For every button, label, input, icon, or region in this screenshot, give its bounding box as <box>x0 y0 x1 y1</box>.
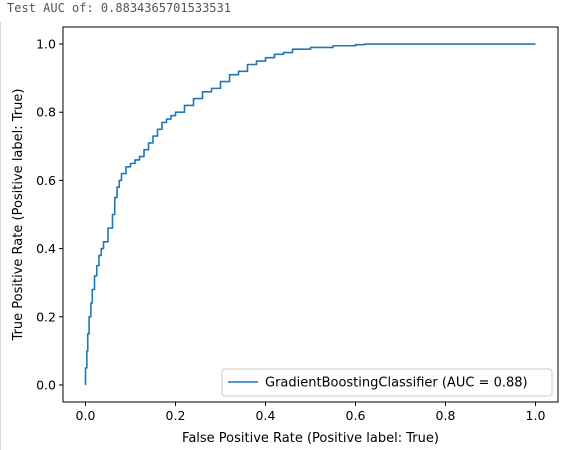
x-axis-label: False Positive Rate (Positive label: Tru… <box>182 431 439 446</box>
y-tick-label: 1.0 <box>36 37 56 52</box>
x-axis-ticks: 0.0 0.2 0.4 0.6 0.8 1.0 <box>76 402 546 423</box>
series-line <box>84 43 536 385</box>
y-tick-label: 0.2 <box>36 309 56 324</box>
y-tick-label: 0.8 <box>36 105 56 120</box>
y-axis-label: True Positive Rate (Positive label: True… <box>11 89 26 342</box>
x-tick-label: 0.2 <box>166 408 186 423</box>
plot-area <box>63 27 558 402</box>
legend-label: GradientBoostingClassifier (AUC = 0.88) <box>265 376 528 391</box>
cell-left-border <box>0 22 1 450</box>
x-tick-label: 0.0 <box>76 408 96 423</box>
legend-box <box>221 368 553 397</box>
y-tick-label: 0.0 <box>36 377 56 392</box>
x-tick-label: 0.6 <box>346 408 366 423</box>
cell-output-text: Test AUC of: 0.8834365701533531 <box>7 1 231 15</box>
y-tick-label: 0.6 <box>36 173 56 188</box>
y-axis-ticks: 0.0 0.2 0.4 0.6 0.8 1.0 <box>36 37 63 392</box>
x-tick-label: 0.8 <box>436 408 456 423</box>
y-tick-label: 0.4 <box>36 241 56 256</box>
x-tick-label: 1.0 <box>526 408 546 423</box>
legend: GradientBoostingClassifier (AUC = 0.88) <box>221 368 553 397</box>
plot-frame <box>62 26 559 403</box>
x-tick-label: 0.4 <box>256 408 276 423</box>
